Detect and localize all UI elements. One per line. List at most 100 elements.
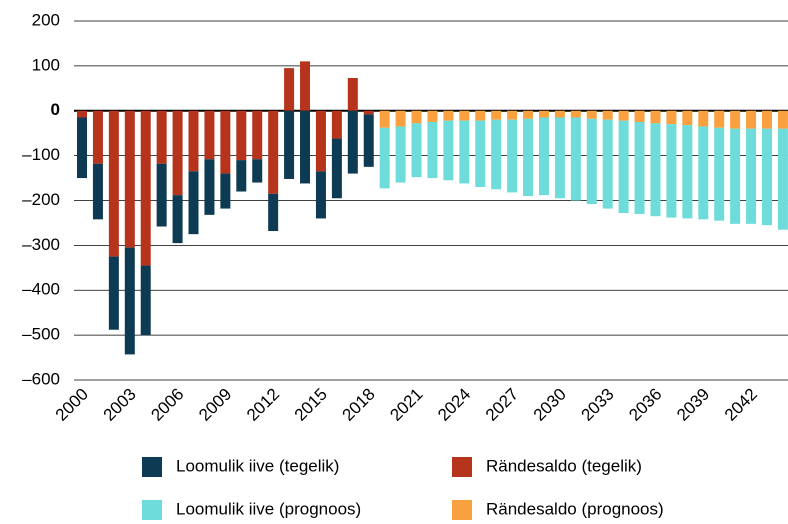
bar [92, 110, 103, 164]
bar [156, 110, 167, 164]
bar [666, 124, 677, 218]
bar [618, 110, 629, 121]
y-tick-label: 200 [32, 10, 60, 29]
bar [156, 163, 167, 227]
bar [523, 118, 534, 197]
bar [650, 110, 661, 124]
bar [427, 110, 438, 122]
y-tick-label: –200 [22, 190, 60, 209]
bar [363, 110, 374, 115]
bar [331, 110, 342, 139]
bar [491, 119, 502, 190]
bar [761, 110, 772, 129]
bar [252, 110, 263, 160]
bar [682, 125, 693, 219]
bar [698, 110, 709, 127]
bar [108, 110, 119, 257]
bar [602, 110, 613, 120]
bar [77, 117, 87, 179]
bar [204, 110, 215, 160]
bar [140, 265, 151, 336]
bar [188, 171, 199, 235]
bar [586, 110, 597, 119]
bar [746, 128, 757, 224]
bar [618, 120, 629, 214]
bar [300, 61, 311, 111]
bar [507, 119, 518, 193]
bar [363, 114, 374, 167]
legend-swatch [142, 500, 162, 520]
x-tick-label: 2039 [673, 385, 713, 425]
bar [395, 110, 406, 127]
bar [634, 121, 645, 214]
bar [411, 123, 422, 178]
bar [730, 128, 741, 224]
bar [315, 110, 326, 172]
y-tick-label: –100 [22, 145, 60, 164]
bar [570, 117, 581, 201]
bar [682, 110, 693, 126]
bar [284, 68, 295, 111]
bar [777, 128, 788, 230]
y-tick-label: –300 [22, 235, 60, 254]
x-tick-label: 2036 [625, 385, 665, 425]
bar [602, 119, 613, 209]
x-tick-label: 2012 [243, 385, 283, 425]
bar [124, 110, 135, 248]
x-tick-label: 2042 [721, 385, 761, 425]
y-tick-label: –600 [22, 369, 60, 388]
bar [268, 110, 279, 194]
bar [443, 110, 454, 121]
bar [443, 120, 454, 181]
x-tick-label: 2003 [100, 385, 140, 425]
bar [347, 110, 358, 174]
bar [172, 110, 183, 196]
x-tick-label: 2030 [530, 385, 570, 425]
y-tick-label: –400 [22, 280, 60, 299]
bar [331, 138, 342, 199]
bar [315, 171, 326, 219]
bar [188, 110, 199, 172]
bar [586, 118, 597, 205]
bar [714, 127, 725, 221]
legend-swatch [452, 457, 472, 477]
x-tick-label: 2015 [291, 385, 331, 425]
bar [538, 110, 549, 118]
legend-label: Rändesaldo (prognoos) [486, 499, 664, 518]
bar [220, 173, 231, 209]
bar [634, 110, 645, 122]
bar [108, 256, 119, 330]
bar [268, 193, 279, 232]
x-tick-label: 2033 [578, 385, 618, 425]
bar [284, 110, 295, 179]
bar [220, 110, 231, 174]
bar [459, 110, 470, 121]
bar [459, 120, 470, 184]
bar [475, 110, 486, 121]
bar [523, 110, 534, 119]
bar [746, 110, 757, 129]
legend-label: Rändesaldo (tegelik) [486, 456, 642, 475]
bar [554, 117, 565, 199]
legend-swatch [142, 457, 162, 477]
bar [140, 110, 151, 266]
bar [698, 126, 709, 220]
bar [77, 110, 87, 118]
bar [379, 127, 390, 189]
bar [491, 110, 502, 120]
y-tick-label: 0 [51, 100, 60, 119]
bar [124, 247, 135, 355]
legend-label: Loomulik iive (prognoos) [176, 499, 361, 518]
x-tick-label: 2024 [434, 385, 474, 425]
legend-label: Loomulik iive (tegelik) [176, 456, 339, 475]
bar [761, 128, 772, 226]
bar [650, 123, 661, 217]
bar [538, 117, 549, 196]
x-tick-label: 2021 [386, 385, 426, 425]
x-tick-label: 2009 [195, 385, 235, 425]
bar [427, 121, 438, 179]
x-tick-label: 2000 [52, 385, 92, 425]
bar [252, 159, 263, 183]
bar [236, 110, 247, 161]
y-tick-label: 100 [32, 55, 60, 74]
